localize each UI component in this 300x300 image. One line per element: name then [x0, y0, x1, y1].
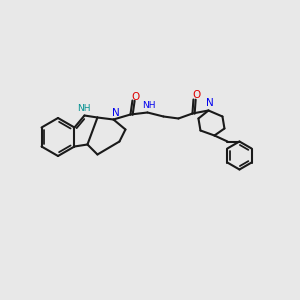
Text: NH: NH — [77, 104, 90, 113]
Text: N: N — [206, 98, 213, 109]
Text: O: O — [131, 92, 140, 101]
Text: N: N — [112, 107, 119, 118]
Text: NH: NH — [142, 101, 155, 110]
Text: O: O — [192, 91, 201, 100]
